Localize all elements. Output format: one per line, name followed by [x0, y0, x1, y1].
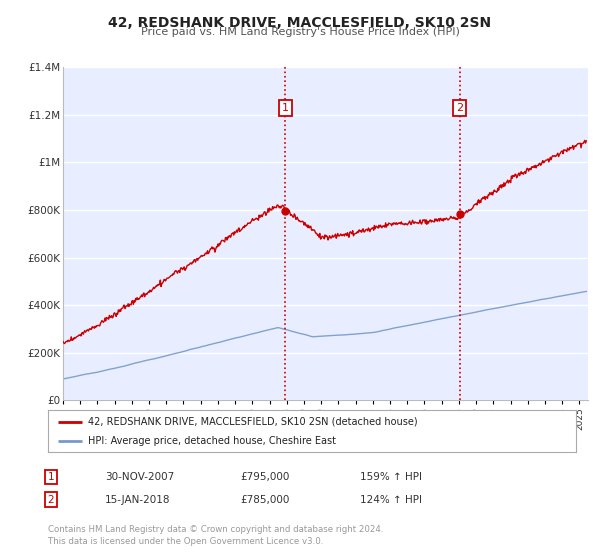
Text: 42, REDSHANK DRIVE, MACCLESFIELD, SK10 2SN (detached house): 42, REDSHANK DRIVE, MACCLESFIELD, SK10 2… [88, 417, 417, 427]
Text: 15-JAN-2018: 15-JAN-2018 [105, 494, 170, 505]
Text: 124% ↑ HPI: 124% ↑ HPI [360, 494, 422, 505]
Text: Contains HM Land Registry data © Crown copyright and database right 2024.
This d: Contains HM Land Registry data © Crown c… [48, 525, 383, 546]
Text: 1: 1 [282, 102, 289, 113]
Text: HPI: Average price, detached house, Cheshire East: HPI: Average price, detached house, Ches… [88, 436, 335, 446]
Text: Price paid vs. HM Land Registry's House Price Index (HPI): Price paid vs. HM Land Registry's House … [140, 27, 460, 37]
Text: 30-NOV-2007: 30-NOV-2007 [105, 472, 174, 482]
Text: 159% ↑ HPI: 159% ↑ HPI [360, 472, 422, 482]
Text: 2: 2 [456, 102, 463, 113]
Text: 2: 2 [47, 494, 55, 505]
Text: 42, REDSHANK DRIVE, MACCLESFIELD, SK10 2SN: 42, REDSHANK DRIVE, MACCLESFIELD, SK10 2… [109, 16, 491, 30]
Text: £785,000: £785,000 [240, 494, 289, 505]
Text: £795,000: £795,000 [240, 472, 289, 482]
Text: 1: 1 [47, 472, 55, 482]
